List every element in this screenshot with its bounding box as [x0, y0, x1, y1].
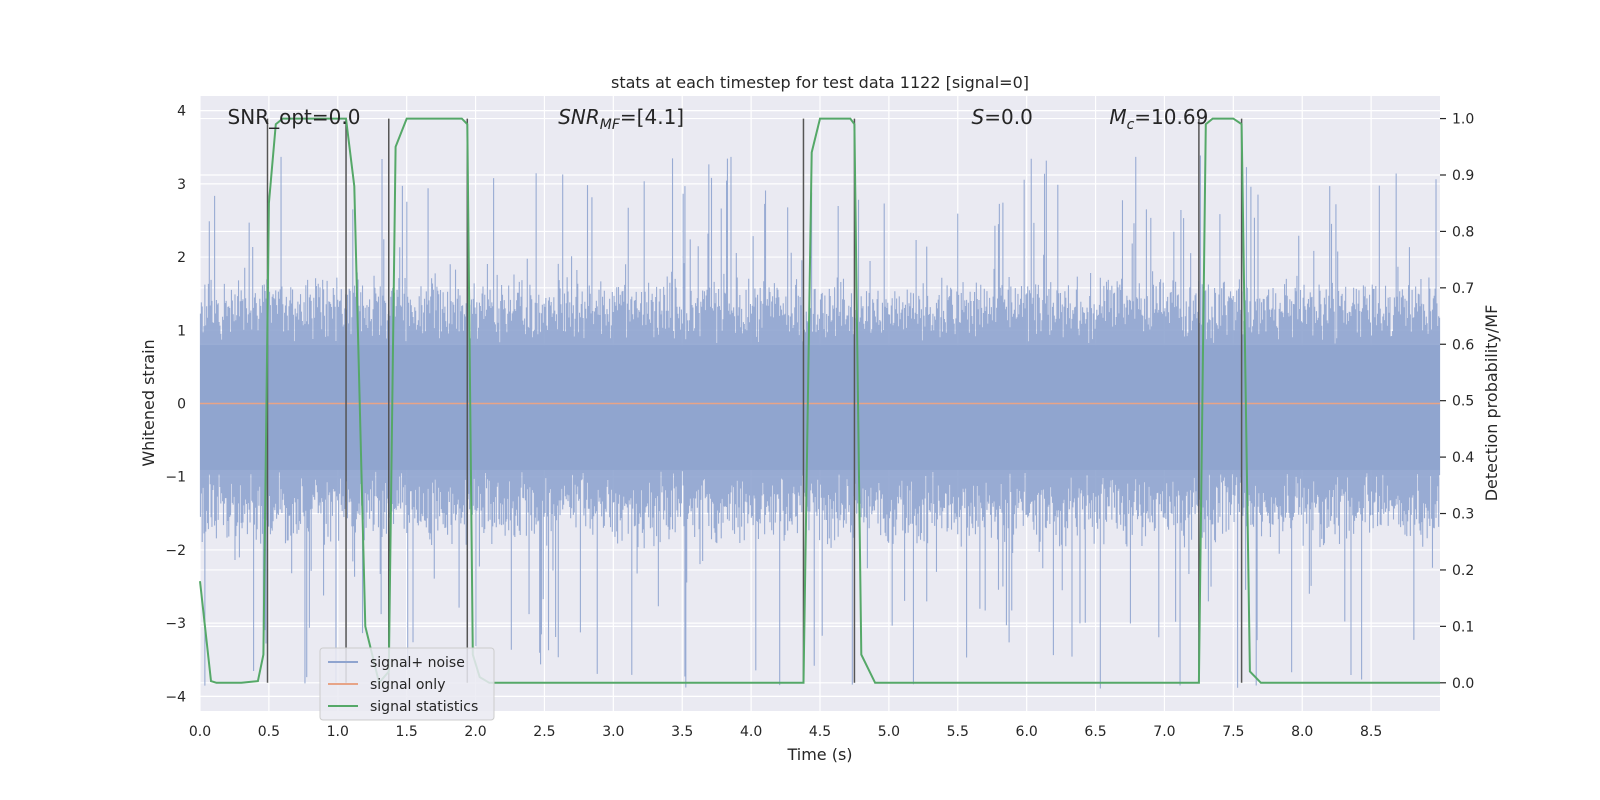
y-tick-label: 0: [177, 397, 186, 413]
y-right-tick-label: 0.7: [1452, 281, 1474, 297]
annotation: SNR_opt=0.0: [228, 105, 361, 129]
annotation: Mc=10.69: [1109, 105, 1208, 133]
x-tick-label: 2.5: [533, 724, 555, 740]
y-tick-label: −4: [165, 689, 186, 705]
y-tick-label: 3: [177, 177, 186, 193]
x-tick-label: 7.5: [1222, 724, 1244, 740]
x-tick-label: 2.0: [464, 724, 486, 740]
y-tick-label: 4: [177, 104, 186, 120]
legend-box: [319, 647, 495, 721]
y-right-tick-label: 0.4: [1452, 450, 1474, 466]
y-right-tick-label: 0.3: [1452, 507, 1474, 523]
x-tick-label: 5.0: [878, 724, 900, 740]
y-right-tick-label: 0.2: [1452, 563, 1474, 579]
legend: signal+ noise signal only signal statist…: [319, 647, 495, 721]
y-right-tick-label: 0.0: [1452, 676, 1474, 692]
y-right-axis-label: Detection probability/MF: [1482, 305, 1501, 502]
signal-noise-band: [200, 345, 1440, 470]
x-tick-label: 6.0: [1016, 724, 1038, 740]
annotations: SNR_opt=0.0 SNRMF=[4.1] S=0.0 Mc=10.69: [228, 105, 1209, 133]
x-tick-label: 3.0: [602, 724, 624, 740]
x-axis-label: Time (s): [786, 745, 852, 764]
y-right-tick-label: 0.8: [1452, 224, 1474, 240]
y-axis-ticks: 4 3 2 1 0 −1 −2 −3 −4: [165, 104, 186, 706]
annotation: S=0.0: [972, 105, 1033, 129]
x-tick-label: 6.5: [1084, 724, 1106, 740]
y-right-tick-label: 0.9: [1452, 168, 1474, 184]
legend-label-signal-noise: signal+ noise: [370, 655, 465, 671]
x-tick-label: 1.0: [327, 724, 349, 740]
y-tick-label: −3: [165, 616, 186, 632]
signal-noise-series: [199, 155, 1441, 689]
y-right-tick-label: 1.0: [1452, 112, 1474, 128]
chart-title: stats at each timestep for test data 112…: [611, 73, 1029, 92]
legend-label-signal-statistics: signal statistics: [370, 699, 478, 715]
y-tick-label: −1: [165, 470, 186, 486]
x-tick-label: 3.5: [671, 724, 693, 740]
x-tick-label: 8.5: [1360, 724, 1382, 740]
x-tick-label: 5.5: [947, 724, 969, 740]
x-tick-label: 7.0: [1153, 724, 1175, 740]
y-tick-label: 2: [177, 250, 186, 266]
detection-markers: [266, 118, 1243, 683]
x-tick-label: 0.0: [189, 724, 211, 740]
x-tick-label: 0.5: [258, 724, 280, 740]
y-right-axis-ticks: 1.0 0.9 0.8 0.7 0.6 0.5 0.4 0.3 0.2 0.1 0.0: [1440, 112, 1474, 692]
y-axis-label: Whitened strain: [139, 339, 158, 466]
y-right-tick-label: 0.6: [1452, 337, 1474, 353]
legend-label-signal-only: signal only: [370, 677, 445, 693]
y-tick-label: −2: [165, 543, 186, 559]
x-tick-label: 8.0: [1291, 724, 1313, 740]
annotation: SNRMF=[4.1]: [558, 105, 684, 133]
y-right-tick-label: 0.5: [1452, 394, 1474, 410]
y-right-tick-label: 0.1: [1452, 619, 1474, 635]
x-axis-ticks: 0.0 0.5 1.0 1.5 2.0 2.5 3.0 3.5 4.0 4.5 5.0 5.5 6.0 6…: [189, 724, 1382, 740]
y-tick-label: 1: [177, 323, 186, 339]
x-tick-label: 4.0: [740, 724, 762, 740]
x-tick-label: 1.5: [396, 724, 418, 740]
x-tick-label: 4.5: [809, 724, 831, 740]
